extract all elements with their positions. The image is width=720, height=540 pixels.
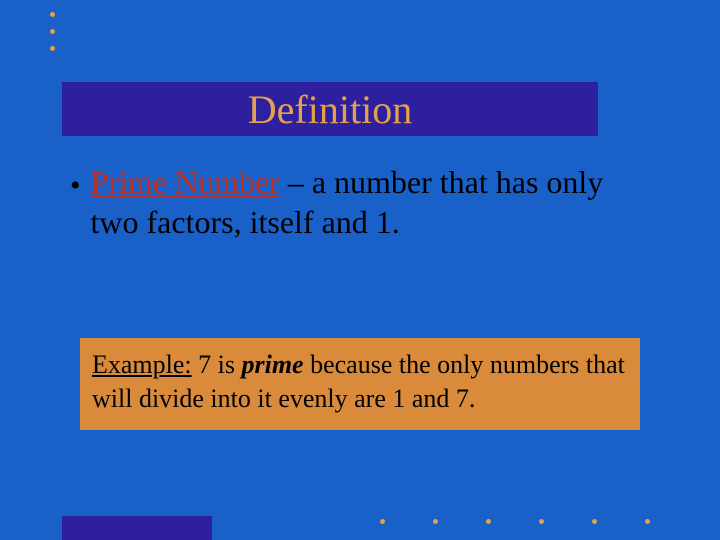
title-bar: Definition <box>62 82 598 136</box>
slide-title: Definition <box>248 86 412 133</box>
term-prime-number: Prime Number <box>91 164 280 200</box>
example-box: Example: 7 is prime because the only num… <box>80 338 640 430</box>
example-bold-word: prime <box>241 350 303 379</box>
top-dot-decoration <box>50 12 55 51</box>
decoration-dot <box>50 12 55 17</box>
bullet-item: • Prime Number – a number that has only … <box>70 162 650 242</box>
slide-container: Definition • Prime Number – a number tha… <box>0 0 720 540</box>
bottom-dot-decoration <box>380 519 650 524</box>
bullet-glyph: • <box>70 168 81 204</box>
decoration-dot <box>380 519 385 524</box>
example-text: Example: 7 is prime because the only num… <box>92 348 628 416</box>
definition-text: Prime Number – a number that has only tw… <box>91 162 650 242</box>
decoration-dot <box>50 46 55 51</box>
example-before-bold: 7 is <box>192 350 242 379</box>
decoration-dot <box>433 519 438 524</box>
decoration-dot <box>645 519 650 524</box>
body-content: • Prime Number – a number that has only … <box>70 162 650 242</box>
decoration-dot <box>539 519 544 524</box>
decoration-dot <box>50 29 55 34</box>
bottom-rect-decoration <box>62 516 212 540</box>
example-label: Example: <box>92 350 192 379</box>
decoration-dot <box>486 519 491 524</box>
decoration-dot <box>592 519 597 524</box>
